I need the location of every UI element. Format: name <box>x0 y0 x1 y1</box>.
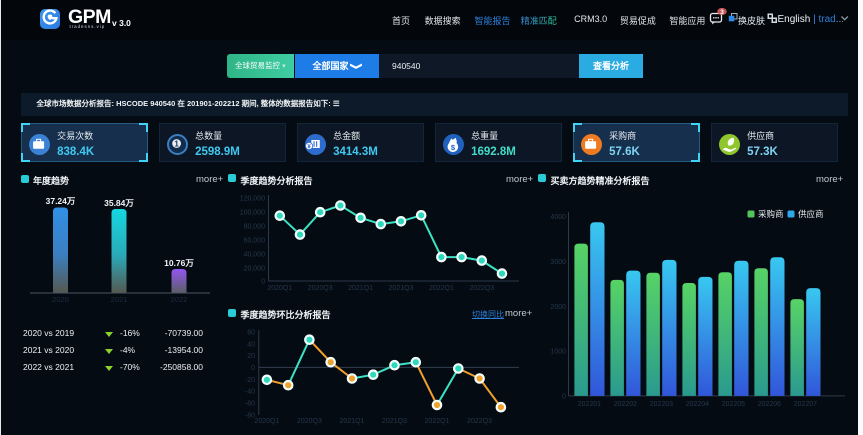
svg-text:120,000: 120,000 <box>240 196 265 203</box>
svg-text:37.24万: 37.24万 <box>46 196 76 206</box>
svg-text:80,000: 80,000 <box>244 224 266 231</box>
svg-text:-80: -80 <box>245 412 255 419</box>
svg-text:0: 0 <box>562 393 566 400</box>
svg-text:4000: 4000 <box>550 214 566 221</box>
svg-text:3: 3 <box>720 9 724 16</box>
svg-text:0: 0 <box>261 279 265 286</box>
svg-text:2000: 2000 <box>550 304 566 311</box>
svg-text:2021Q1: 2021Q1 <box>340 418 365 425</box>
svg-text:202205: 202205 <box>722 401 745 408</box>
svg-text:40: 40 <box>247 341 255 348</box>
svg-text:2022Q3: 2022Q3 <box>467 418 492 425</box>
svg-text:60,000: 60,000 <box>244 238 266 245</box>
svg-text:20,000: 20,000 <box>244 266 266 273</box>
svg-text:2022Q1: 2022Q1 <box>425 418 450 425</box>
svg-text:202207: 202207 <box>794 401 817 408</box>
svg-text:-60: -60 <box>245 401 255 408</box>
svg-text:3000: 3000 <box>550 259 566 266</box>
svg-text:2020: 2020 <box>52 295 69 304</box>
svg-text:2021Q3: 2021Q3 <box>389 285 414 292</box>
svg-text:100,000: 100,000 <box>240 210 265 217</box>
svg-text:采购商: 采购商 <box>758 209 784 219</box>
svg-text:40,000: 40,000 <box>244 252 266 259</box>
svg-text:202201: 202201 <box>578 401 601 408</box>
svg-text:2021Q3: 2021Q3 <box>382 418 407 425</box>
svg-text:35.84万: 35.84万 <box>104 198 134 208</box>
svg-text:供应商: 供应商 <box>798 209 824 219</box>
svg-text:2021: 2021 <box>111 295 128 304</box>
svg-text:2022Q3: 2022Q3 <box>469 285 494 292</box>
svg-text:2020Q1: 2020Q1 <box>267 285 292 292</box>
svg-text:202206: 202206 <box>758 401 781 408</box>
svg-text:2021Q1: 2021Q1 <box>348 285 373 292</box>
svg-text:2022Q1: 2022Q1 <box>429 285 454 292</box>
svg-text:20: 20 <box>247 353 255 360</box>
svg-text:¥: ¥ <box>307 145 311 151</box>
svg-text:60: 60 <box>247 329 255 336</box>
svg-text:202204: 202204 <box>686 401 709 408</box>
svg-text:0: 0 <box>251 365 255 372</box>
svg-text:-20: -20 <box>245 377 255 384</box>
svg-text:10.76万: 10.76万 <box>164 258 194 268</box>
svg-text:1000: 1000 <box>550 349 566 356</box>
svg-text:2022: 2022 <box>171 295 188 304</box>
svg-text:$: $ <box>451 143 456 152</box>
svg-text:202202: 202202 <box>614 401 637 408</box>
svg-text:2020Q3: 2020Q3 <box>308 285 333 292</box>
svg-text:202203: 202203 <box>650 401 673 408</box>
svg-text:1: 1 <box>174 140 179 149</box>
svg-text:-40: -40 <box>245 389 255 396</box>
svg-text:2020Q1: 2020Q1 <box>254 418 279 425</box>
svg-text:2020Q3: 2020Q3 <box>297 418 322 425</box>
